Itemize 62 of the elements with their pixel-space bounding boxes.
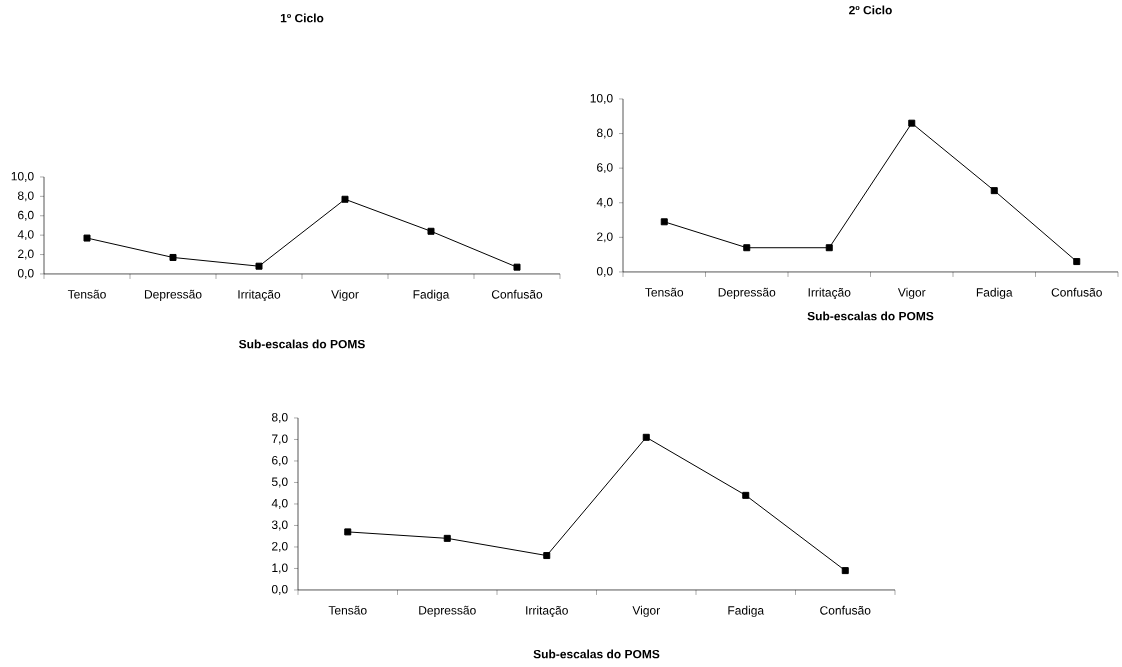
point: [255, 262, 263, 270]
x-tick-label: Tensão: [645, 287, 684, 297]
y-tick-label: 2,0: [18, 249, 34, 260]
x-axis-title: Sub-escalas do POMS: [238, 339, 365, 349]
y-tick-label: 10,0: [590, 94, 613, 104]
x-tick-label: Irritação: [238, 289, 281, 302]
y-tick-label: 6,0: [597, 163, 613, 174]
chart-title: 1º Ciclo: [280, 13, 324, 23]
y-tick-label: 0,0: [271, 585, 288, 595]
y-tick-label: 4,0: [596, 197, 613, 208]
point: [344, 528, 352, 536]
x-tick-label: Tensão: [328, 605, 367, 615]
x-tick-label: Fadiga: [976, 287, 1013, 300]
x-axis-title: Sub-escalas do POMS: [533, 649, 660, 659]
x-tick-label: Irritação: [526, 605, 568, 618]
point: [908, 119, 916, 127]
x-tick-label: Confusão: [820, 605, 871, 615]
y-tick-label: 8,0: [17, 191, 34, 202]
x-tick-label: Depressão: [718, 287, 776, 299]
x-axis-title: Sub-escalas do POMS: [807, 311, 934, 321]
x-tick-label: Irritação: [808, 287, 851, 300]
y-tick-label: 2,0: [272, 542, 288, 552]
x-tick-label: Vigor: [331, 289, 359, 302]
x-tick-label: Vigor: [897, 287, 926, 300]
point: [841, 567, 849, 575]
x-tick-label: Fadiga: [413, 289, 450, 302]
point: [825, 244, 833, 252]
point: [513, 263, 521, 271]
y-tick-label: 6,0: [272, 456, 288, 466]
point: [743, 244, 751, 252]
point: [341, 195, 349, 203]
point: [443, 534, 451, 542]
y-tick-label: 2,0: [597, 232, 613, 243]
point: [83, 234, 91, 242]
y-tick-label: 0,0: [596, 267, 613, 277]
y-tick-label: 4,0: [271, 499, 288, 509]
y-tick-label: 4,0: [17, 230, 34, 241]
point: [642, 433, 650, 441]
y-tick-label: 3,0: [271, 520, 288, 531]
x-tick-label: Tensão: [67, 289, 106, 299]
y-tick-label: 7,0: [272, 434, 288, 445]
x-tick-label: Fadiga: [728, 605, 765, 618]
y-tick-label: 10,0: [11, 172, 34, 182]
point: [169, 253, 177, 261]
y-tick-label: 8,0: [271, 413, 288, 423]
point: [990, 187, 998, 195]
point: [427, 227, 435, 235]
y-tick-label: 5,0: [271, 477, 288, 488]
x-tick-label: Depressão: [419, 605, 476, 617]
x-tick-label: Depressão: [144, 289, 202, 301]
point: [1073, 258, 1081, 266]
x-tick-label: Vigor: [632, 605, 660, 618]
x-tick-label: Confusão: [1051, 287, 1102, 297]
point: [660, 218, 668, 226]
x-tick-label: Confusão: [491, 289, 543, 299]
y-tick-label: 1,0: [272, 563, 288, 574]
y-tick-label: 6,0: [18, 210, 34, 221]
y-tick-label: 8,0: [596, 128, 613, 139]
point: [543, 552, 551, 560]
point: [742, 491, 750, 499]
y-tick-label: 0,0: [17, 269, 34, 279]
chart-title: 2º Ciclo: [849, 5, 892, 15]
